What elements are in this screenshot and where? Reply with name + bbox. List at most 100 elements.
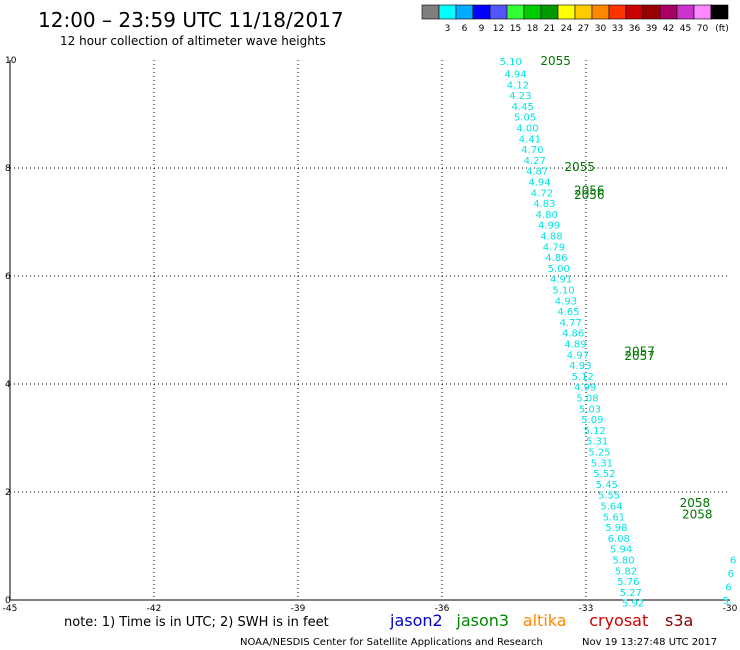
wave-height-label: 5.92	[622, 599, 644, 610]
wave-height-label: 4.77	[560, 318, 582, 329]
x-tick-label: -45	[3, 604, 18, 614]
wave-height-label: 5.64	[600, 502, 622, 513]
satellite-name: jason3	[455, 611, 509, 630]
legend-label: 39	[646, 24, 658, 34]
legend-swatch	[676, 4, 695, 20]
x-tick-label: -30	[723, 604, 738, 614]
time-label: 2057	[624, 345, 655, 359]
legend-label: 9	[479, 24, 485, 34]
time-label: 2058	[682, 508, 713, 522]
wave-height-label: 6	[725, 583, 731, 594]
legend-label: 36	[629, 24, 641, 34]
wave-height-label: 5.55	[598, 491, 620, 502]
wave-height-label: 4.86	[545, 253, 567, 264]
wave-height-label: 5.12	[584, 426, 606, 437]
wave-height-label: 5.31	[591, 458, 613, 469]
time-label: 2057	[624, 349, 655, 363]
legend-swatch	[557, 4, 576, 20]
footer-timestamp: Nov 19 13:27:48 UTC 2017	[582, 637, 717, 648]
legend-swatch	[591, 4, 610, 20]
chart-grid	[10, 60, 730, 600]
wave-height-label: 4.41	[519, 134, 541, 145]
wave-height-label: 5.09	[581, 415, 603, 426]
color-legend: 3 6 9 12 15 18 21 24 27 30 33 36 39 42 45 70 (ft)	[421, 4, 729, 34]
legend-label: 42	[663, 24, 674, 34]
legend-label: 70	[697, 24, 709, 34]
wave-height-label: 5.03	[579, 404, 601, 415]
satellite-name: jason2	[389, 611, 443, 630]
y-tick-label: 0	[5, 596, 11, 606]
wave-height-label: 4.72	[531, 188, 553, 199]
x-tick-label: -42	[147, 604, 162, 614]
wave-height-label: 4.83	[533, 199, 555, 210]
chart-title: 12:00 – 23:59 UTC 11/18/2017	[38, 8, 344, 32]
legend-label: 12	[493, 24, 504, 34]
legend-label: 27	[578, 24, 589, 34]
legend-swatch	[489, 4, 508, 20]
wave-height-label: 4.70	[521, 145, 543, 156]
wave-height-label: 4.99	[574, 383, 596, 394]
time-label: 2056	[574, 188, 605, 202]
y-tick-label: 8	[5, 164, 11, 174]
wave-height-label: 4.97	[567, 350, 589, 361]
legend-swatch	[608, 4, 627, 20]
wave-height-label: 5.94	[610, 545, 632, 556]
wave-height-label: 4.99	[538, 221, 560, 232]
legend-label: 21	[544, 24, 555, 34]
wave-height-label: 5.25	[588, 448, 610, 459]
wave-height-label: 5.27	[620, 588, 642, 599]
chart-subtitle: 12 hour collection of altimeter wave hei…	[60, 34, 326, 48]
wave-height-label: 5.05	[514, 113, 536, 124]
y-tick-label: 2	[5, 488, 11, 498]
x-tick-label: -36	[435, 604, 450, 614]
wave-height-label: 4.86	[562, 329, 584, 340]
legend-swatch	[693, 4, 712, 20]
wave-height-label: 5.82	[615, 566, 637, 577]
wave-height-label: 4.45	[512, 102, 534, 113]
x-tick-label: -39	[291, 604, 306, 614]
satellite-legend: jason2 jason3 altika cryosat s3a	[389, 611, 693, 630]
wave-height-label: 5.45	[596, 480, 618, 491]
time-label: 2056	[574, 184, 605, 198]
wave-height-label: 4.87	[526, 167, 548, 178]
wave-height-label: 4.27	[524, 156, 546, 167]
wave-height-label: 4.93	[555, 296, 577, 307]
legend-swatch	[642, 4, 661, 20]
x-tick-label: -33	[579, 604, 594, 614]
wave-height-label: 4.88	[540, 232, 562, 243]
footer-credit: NOAA/NESDIS Center for Satellite Applica…	[240, 637, 543, 648]
wave-height-label: 5.76	[617, 577, 639, 588]
legend-swatch	[710, 4, 729, 20]
wave-height-label: 5.52	[593, 469, 615, 480]
wave-height-label: 4.89	[564, 340, 586, 351]
wave-height-label: 4.65	[557, 307, 579, 318]
data-labels: 5.104.944.124.234.455.054.004.414.704.27…	[500, 54, 737, 610]
wave-height-label: 4.00	[516, 124, 538, 135]
legend-label: 3	[445, 24, 451, 34]
legend-label: 24	[561, 24, 573, 34]
legend-swatch	[438, 4, 457, 20]
legend-label: 45	[680, 24, 691, 34]
wave-height-label: 4.12	[507, 80, 529, 91]
wave-height-label: 4.80	[536, 210, 558, 221]
satellite-name: altika	[523, 611, 567, 630]
wave-height-label: 5.10	[500, 57, 522, 68]
wave-height-label: 5.	[723, 596, 733, 607]
wave-height-label: 4.94	[504, 70, 526, 81]
legend-swatch	[540, 4, 559, 20]
legend-swatch	[574, 4, 593, 20]
wave-height-label: 5.80	[612, 556, 634, 567]
wave-height-label: 4.91	[550, 275, 572, 286]
wave-height-label: 4.79	[543, 242, 565, 253]
legend-label: 15	[510, 24, 521, 34]
footer-note: note: 1) Time is in UTC; 2) SWH is in fe…	[64, 615, 329, 630]
y-tick-label: 6	[5, 272, 11, 282]
wave-height-label: 5.61	[603, 512, 625, 523]
wave-height-label: 5.10	[552, 286, 574, 297]
y-tick-label: 10	[5, 56, 17, 66]
wave-height-label: 6.08	[608, 534, 630, 545]
legend-swatch	[625, 4, 644, 20]
legend-swatch	[506, 4, 525, 20]
wave-height-label: 4.93	[569, 361, 591, 372]
